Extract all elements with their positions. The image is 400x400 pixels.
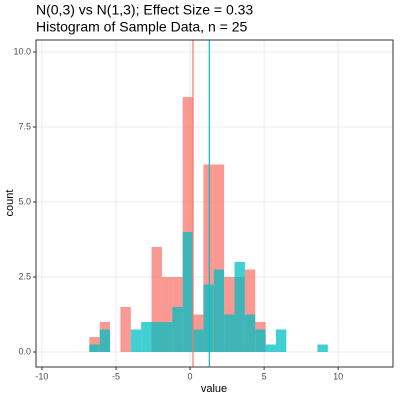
chart-title: N(0,3) vs N(1,3); Effect Size = 0.33 <box>36 2 253 18</box>
bar <box>213 269 225 352</box>
x-tick-label: -10 <box>35 371 48 381</box>
bar <box>193 329 204 352</box>
bar <box>275 329 287 352</box>
bar <box>141 322 152 352</box>
bar <box>203 164 214 352</box>
x-tick-label: -5 <box>112 371 120 381</box>
bar <box>172 307 183 352</box>
bar <box>244 314 256 352</box>
bar <box>317 344 328 352</box>
x-tick-label: 10 <box>333 371 343 381</box>
bar <box>151 322 162 352</box>
bar <box>99 329 111 352</box>
bar <box>234 262 245 352</box>
bar <box>182 232 194 352</box>
y-axis-title: count <box>4 190 16 217</box>
y-tick-label: 10.0 <box>13 46 31 56</box>
bar <box>120 307 131 352</box>
bar <box>161 277 173 352</box>
bar <box>265 344 276 352</box>
x-tick-label: 5 <box>262 371 267 381</box>
x-axis-title: value <box>201 383 227 395</box>
bar <box>213 164 225 352</box>
bar <box>130 329 142 352</box>
bar <box>224 314 235 352</box>
y-tick-label: 2.5 <box>18 271 31 281</box>
bar <box>151 247 162 352</box>
x-tick-label: 0 <box>188 371 193 381</box>
y-tick-label: 5.0 <box>18 196 31 206</box>
bar <box>203 284 214 352</box>
y-tick-label: 7.5 <box>18 121 31 131</box>
bar <box>244 269 256 352</box>
chart-subtitle: Histogram of Sample Data, n = 25 <box>36 19 247 35</box>
bar <box>255 329 266 352</box>
y-tick-label: 0.0 <box>18 346 31 356</box>
bar <box>161 322 173 352</box>
panel-border <box>35 39 394 368</box>
bar <box>89 344 100 352</box>
bar <box>182 97 194 352</box>
